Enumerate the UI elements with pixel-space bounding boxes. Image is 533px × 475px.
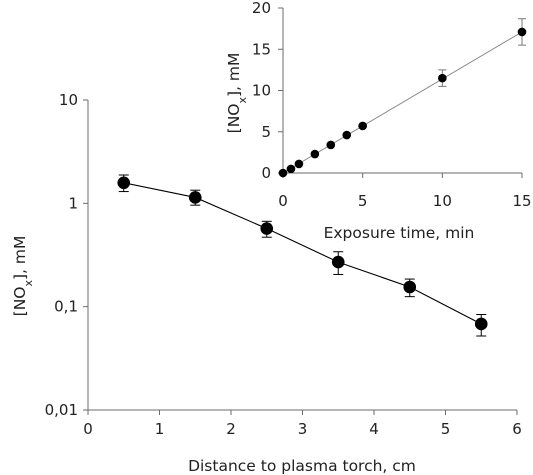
inset-data-point: [358, 121, 367, 131]
main-x-tick-label: 3: [298, 420, 308, 438]
inset-fit-line-path: [282, 31, 523, 174]
main-chart: 0 1 2 3 4 5 6 0,01 0,1 1 10 Distance to plasma to…: [11, 91, 522, 475]
inset-y-tick-label: 0: [261, 164, 271, 182]
inset-x-tick-label: 0: [278, 192, 288, 210]
inset-error-bars: [438, 18, 526, 87]
main-data-point: [474, 317, 488, 331]
inset-data-point: [278, 168, 288, 178]
inset-data-point: [310, 149, 320, 159]
inset-y-axis-label: [NOx], mM: [225, 53, 249, 134]
main-x-tick-label: 4: [369, 420, 379, 438]
inset-x-tick-label: 15: [512, 192, 531, 210]
main-x-tick-labels: 0 1 2 3 4 5 6: [83, 420, 522, 438]
main-series-line-path: [123, 182, 482, 325]
inset-chart: 0 5 10 15 0 5 10 15 20 Exposure time, min [NOx]…: [225, 0, 532, 242]
main-data-point: [260, 222, 274, 235]
main-y-axis-label: [NOx], mM: [11, 236, 35, 317]
main-y-tick-labels: 0,01 0,1 1 10: [45, 91, 78, 419]
main-x-tick-label: 6: [512, 420, 522, 438]
inset-x-tick-labels: 0 5 10 15: [278, 192, 531, 210]
main-y-tick-label: 10: [59, 91, 78, 109]
inset-data-point: [294, 159, 304, 169]
main-y-tick-label: 0,01: [45, 401, 78, 419]
inset-data-point: [342, 130, 352, 140]
inset-x-tick-label: 10: [433, 192, 452, 210]
inset-data-point: [286, 164, 296, 174]
main-x-tick-label: 2: [226, 420, 236, 438]
main-series-line: [123, 182, 482, 325]
inset-data-point: [326, 140, 336, 150]
main-data-points: [117, 176, 488, 331]
main-data-point: [331, 255, 345, 269]
main-x-tick-label: 5: [441, 420, 451, 438]
inset-x-axis-label: Exposure time, min: [324, 224, 475, 242]
main-x-axis-label: Distance to plasma torch, cm: [188, 457, 416, 475]
inset-data-point: [438, 73, 447, 83]
main-x-tick-label: 0: [83, 420, 93, 438]
inset-fit-line: [282, 31, 523, 174]
main-ticks: [83, 99, 518, 415]
inset-y-tick-label: 20: [252, 0, 271, 17]
inset-y-tick-labels: 0 5 10 15 20: [252, 0, 271, 182]
inset-data-points: [278, 27, 527, 178]
inset-y-tick-label: 5: [261, 123, 271, 141]
inset-y-tick-label: 15: [252, 40, 271, 58]
main-data-point: [188, 191, 202, 204]
main-data-point: [117, 176, 131, 190]
main-error-bars: [118, 174, 487, 337]
main-data-point: [403, 280, 417, 294]
inset-y-tick-label: 10: [252, 82, 271, 100]
inset-x-tick-label: 5: [358, 192, 368, 210]
main-y-tick-label: 1: [68, 194, 78, 212]
main-y-tick-label: 0,1: [54, 298, 78, 316]
inset-data-point: [517, 27, 527, 37]
main-x-tick-label: 1: [155, 420, 165, 438]
